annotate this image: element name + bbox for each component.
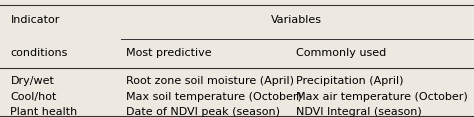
Text: Max air temperature (October): Max air temperature (October) xyxy=(296,91,468,102)
Text: Date of NDVI peak (season): Date of NDVI peak (season) xyxy=(126,107,280,117)
Text: Indicator: Indicator xyxy=(10,15,60,26)
Text: Max soil temperature (October): Max soil temperature (October) xyxy=(126,91,301,102)
Text: conditions: conditions xyxy=(10,48,68,58)
Text: Cool/hot: Cool/hot xyxy=(10,91,57,102)
Text: Plant health: Plant health xyxy=(10,107,78,117)
Text: Most predictive: Most predictive xyxy=(126,48,211,58)
Text: Dry/wet: Dry/wet xyxy=(10,76,55,86)
Text: NDVI Integral (season): NDVI Integral (season) xyxy=(296,107,422,117)
Text: Precipitation (April): Precipitation (April) xyxy=(296,76,404,86)
Text: Commonly used: Commonly used xyxy=(296,48,386,58)
Text: Root zone soil moisture (April): Root zone soil moisture (April) xyxy=(126,76,293,86)
Text: Variables: Variables xyxy=(271,15,322,26)
